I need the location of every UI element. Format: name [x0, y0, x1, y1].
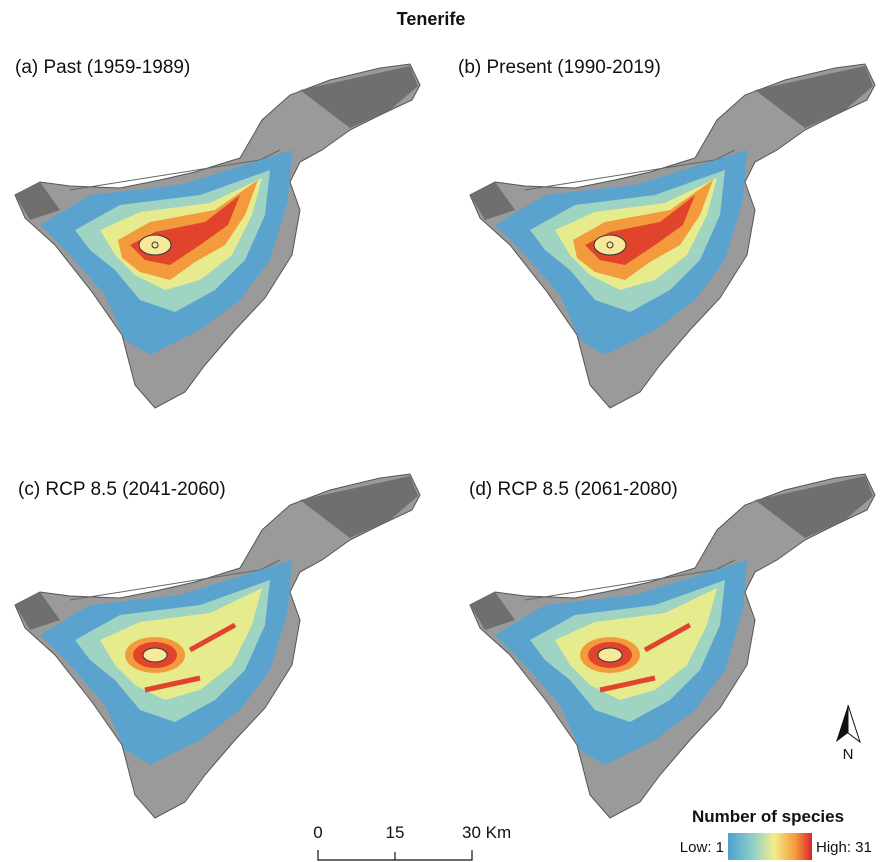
panel-label: (b) Present (1990-2019) [458, 57, 661, 78]
map-panel: (d) RCP 8.5 (2061-2080) [469, 474, 875, 818]
panel-label: (c) RCP 8.5 (2041-2060) [18, 479, 226, 500]
scale-label: 15 [386, 823, 405, 842]
north-label: N [843, 746, 854, 763]
legend-title: Number of species [692, 807, 844, 826]
scale-label: 0 [313, 823, 322, 842]
map-panel: (b) Present (1990-2019) [458, 57, 875, 408]
figure-title: Tenerife [397, 9, 466, 29]
legend: Number of species Low: 1 High: 31 [680, 807, 872, 860]
map-panel: (a) Past (1959-1989) [15, 57, 420, 408]
legend-ramp [728, 833, 812, 860]
scale-bar: 0 15 30 Km [313, 823, 511, 860]
map-shape [848, 705, 860, 742]
map-shape [836, 705, 848, 742]
legend-high: High: 31 [816, 839, 872, 856]
map-shape [318, 850, 472, 860]
panel-label: (d) RCP 8.5 (2061-2080) [469, 479, 678, 500]
map-figure: Tenerife (a) Past (1959-1989) (b) Presen… [0, 0, 882, 862]
legend-low: Low: 1 [680, 839, 724, 856]
map-panel: (c) RCP 8.5 (2041-2060) [15, 474, 420, 818]
panel-label: (a) Past (1959-1989) [15, 57, 190, 78]
scale-label: 30 Km [462, 823, 511, 842]
north-arrow: N [836, 705, 860, 763]
